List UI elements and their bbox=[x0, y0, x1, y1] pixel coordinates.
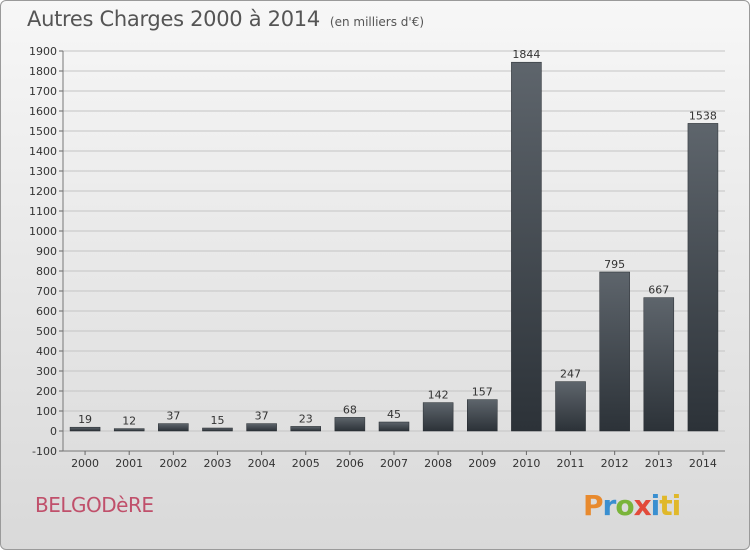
x-tick-label-2003: 2003 bbox=[203, 457, 231, 470]
x-tick-label-2010: 2010 bbox=[512, 457, 540, 470]
x-tick-label-2014: 2014 bbox=[689, 457, 717, 470]
y-tick-label: 100 bbox=[36, 405, 57, 418]
bar-2007 bbox=[378, 421, 410, 432]
x-tick-label-2007: 2007 bbox=[380, 457, 408, 470]
value-label-2009: 157 bbox=[472, 386, 493, 399]
bar-2002 bbox=[158, 423, 189, 432]
value-label-2008: 142 bbox=[428, 389, 449, 402]
x-tick-label-2004: 2004 bbox=[248, 457, 276, 470]
value-label-2010: 1844 bbox=[512, 48, 540, 61]
x-tick-label-2006: 2006 bbox=[336, 457, 364, 470]
proxiti-logo: Proxiti bbox=[583, 489, 681, 522]
y-tick-label: 400 bbox=[36, 345, 57, 358]
x-tick-label-2011: 2011 bbox=[557, 457, 585, 470]
bar-2014 bbox=[687, 123, 719, 432]
x-tick-label-2009: 2009 bbox=[468, 457, 496, 470]
bar-2011 bbox=[555, 381, 586, 432]
bar-2006 bbox=[334, 417, 366, 432]
y-tick-label: 1600 bbox=[29, 105, 57, 118]
bar-2008 bbox=[422, 402, 454, 432]
value-label-2006: 68 bbox=[343, 403, 357, 416]
axes: -100 0 100 200 300 400 500 600 700 800 900 1000 1100… bbox=[29, 45, 725, 470]
x-tick-label-2013: 2013 bbox=[645, 457, 673, 470]
value-labels: 19 12 37 15 37 23 68 45 142 157 1844 247 795 667 1538 bbox=[78, 48, 717, 427]
y-tick-label: 800 bbox=[36, 265, 57, 278]
y-tick-label: 1000 bbox=[29, 225, 57, 238]
y-tick-label: 600 bbox=[36, 305, 57, 318]
x-tick-label-2002: 2002 bbox=[159, 457, 187, 470]
bar-2000 bbox=[69, 426, 101, 432]
bar-2013 bbox=[643, 297, 675, 432]
y-tick-label: 900 bbox=[36, 245, 57, 258]
bar-2005 bbox=[290, 426, 321, 432]
value-label-2007: 45 bbox=[387, 408, 401, 421]
value-label-2001: 12 bbox=[122, 415, 136, 428]
value-label-2011: 247 bbox=[560, 368, 581, 381]
x-tick-label-2000: 2000 bbox=[71, 457, 99, 470]
y-tick-label: 1400 bbox=[29, 145, 57, 158]
y-tick-label: 0 bbox=[50, 425, 57, 438]
value-label-2012: 795 bbox=[604, 258, 625, 271]
y-tick-label: 1300 bbox=[29, 165, 57, 178]
y-tick-label: -100 bbox=[32, 445, 57, 458]
x-tick-label-2012: 2012 bbox=[601, 457, 629, 470]
value-label-2005: 23 bbox=[299, 412, 313, 425]
y-tick-label: 1700 bbox=[29, 85, 57, 98]
x-tick-label-2001: 2001 bbox=[115, 457, 143, 470]
y-tick-label: 300 bbox=[36, 365, 57, 378]
chart-subtitle: (en milliers d'€) bbox=[329, 15, 425, 29]
y-tick-label: 1100 bbox=[29, 205, 57, 218]
bar-2003 bbox=[202, 427, 233, 432]
y-tick-label: 1200 bbox=[29, 185, 57, 198]
y-tick-label: 500 bbox=[36, 325, 57, 338]
bars bbox=[69, 61, 719, 432]
bar-2009 bbox=[467, 399, 498, 432]
bar-2010 bbox=[511, 61, 542, 432]
bar-2004 bbox=[246, 423, 277, 432]
y-tick-label: 700 bbox=[36, 285, 57, 298]
value-label-2013: 667 bbox=[648, 284, 669, 297]
value-label-2002: 37 bbox=[166, 410, 180, 423]
bar-2001 bbox=[113, 428, 145, 432]
y-tick-label: 1500 bbox=[29, 125, 57, 138]
value-label-2014: 1538 bbox=[689, 109, 717, 122]
y-tick-label: 1800 bbox=[29, 65, 57, 78]
bar-2012 bbox=[599, 271, 630, 432]
x-tick-label-2005: 2005 bbox=[292, 457, 320, 470]
y-tick-label: 200 bbox=[36, 385, 57, 398]
commune-name: BELGODèRE bbox=[35, 493, 154, 517]
x-tick-label-2008: 2008 bbox=[424, 457, 452, 470]
value-label-2003: 15 bbox=[210, 414, 224, 427]
y-tick-label: 1900 bbox=[29, 45, 57, 58]
chart-title: Autres Charges 2000 à 2014 (en milliers d… bbox=[27, 7, 425, 31]
value-label-2000: 19 bbox=[78, 413, 92, 426]
value-label-2004: 37 bbox=[255, 410, 269, 423]
